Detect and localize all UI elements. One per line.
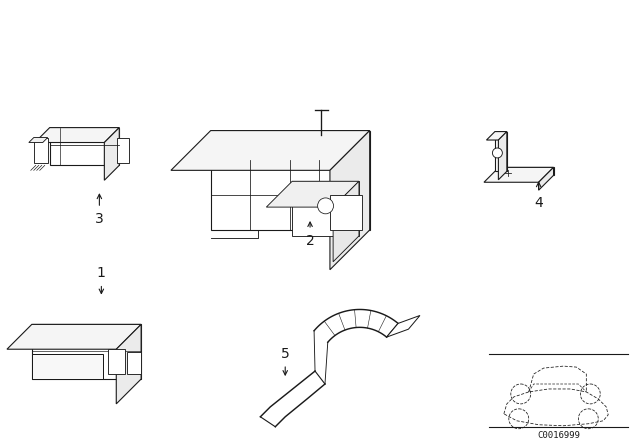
Circle shape xyxy=(492,148,502,158)
Text: C0016999: C0016999 xyxy=(537,431,580,439)
Polygon shape xyxy=(35,128,119,142)
Polygon shape xyxy=(50,128,119,165)
Circle shape xyxy=(511,384,531,404)
Circle shape xyxy=(317,198,333,214)
Polygon shape xyxy=(32,354,103,379)
Polygon shape xyxy=(116,138,129,163)
Polygon shape xyxy=(539,168,554,190)
Polygon shape xyxy=(127,352,141,374)
Polygon shape xyxy=(495,132,507,171)
Polygon shape xyxy=(211,130,370,230)
Polygon shape xyxy=(330,130,370,270)
Polygon shape xyxy=(484,168,554,182)
Polygon shape xyxy=(266,181,359,207)
Text: 4: 4 xyxy=(534,196,543,210)
Polygon shape xyxy=(29,138,48,142)
Polygon shape xyxy=(499,168,554,175)
Circle shape xyxy=(509,409,529,429)
Polygon shape xyxy=(292,181,359,236)
Polygon shape xyxy=(7,324,141,349)
Polygon shape xyxy=(387,315,420,337)
Polygon shape xyxy=(108,349,125,374)
Circle shape xyxy=(580,384,600,404)
Polygon shape xyxy=(116,324,141,404)
Polygon shape xyxy=(486,132,507,140)
Text: 5: 5 xyxy=(281,347,289,361)
Circle shape xyxy=(579,409,598,429)
Polygon shape xyxy=(32,324,141,379)
Polygon shape xyxy=(171,130,370,170)
Polygon shape xyxy=(330,195,362,230)
Polygon shape xyxy=(104,128,119,180)
Text: 2: 2 xyxy=(306,234,314,248)
Polygon shape xyxy=(499,132,507,180)
Polygon shape xyxy=(333,181,359,262)
Polygon shape xyxy=(34,138,48,164)
Text: 1: 1 xyxy=(97,266,106,280)
Text: 3: 3 xyxy=(95,212,104,226)
